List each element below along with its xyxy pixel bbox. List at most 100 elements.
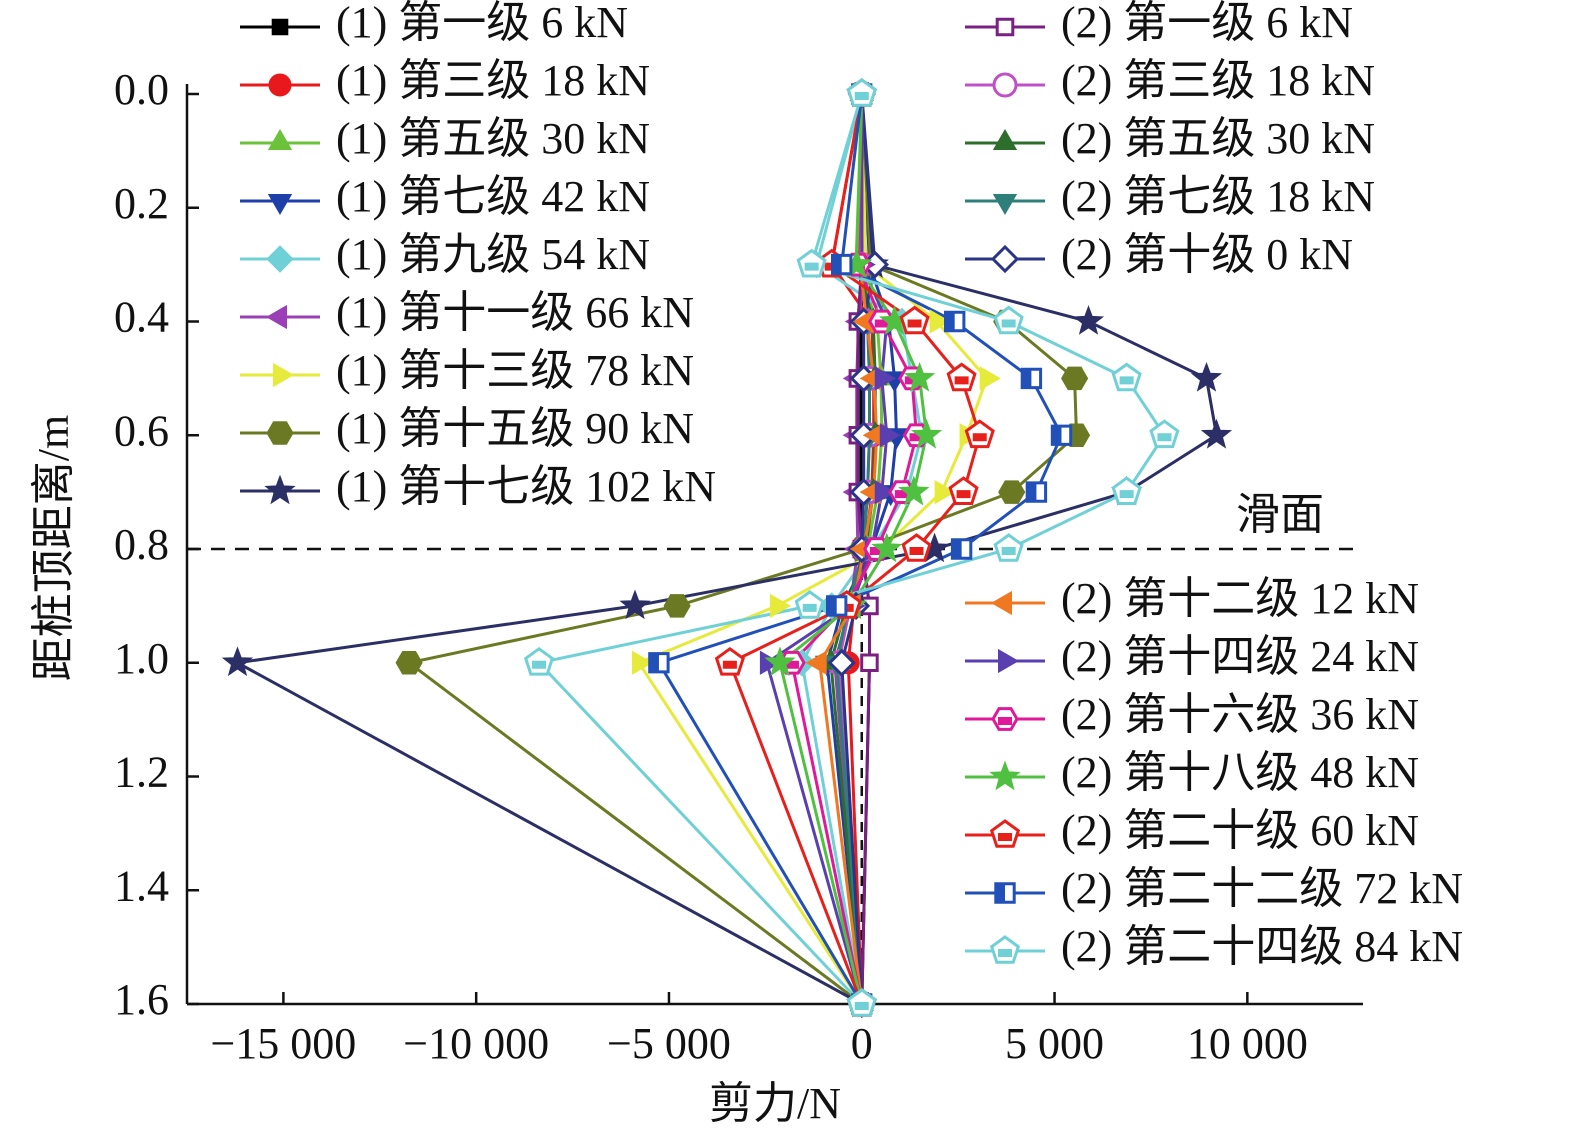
marker-inner [1157,433,1172,442]
y-axis-label: 距桩顶距离/m [29,415,78,681]
y-tick-label: 0.8 [114,520,169,569]
series-line [728,93,982,1005]
marker-shape [267,194,293,215]
marker-shape [903,361,936,392]
marker [1061,366,1089,391]
marker [846,78,877,107]
marker [948,476,979,505]
marker [267,194,293,215]
marker [271,18,289,36]
marker [648,652,670,674]
marker-shape [271,18,289,36]
marker [619,589,651,620]
legend-label: (2) 第七级 18 kN [1061,172,1375,221]
legend-label: (2) 第十二级 12 kN [1061,574,1419,623]
marker-shape [934,480,956,505]
marker-shape [266,304,287,330]
y-tick-label: 0.6 [114,406,169,455]
marker [266,245,294,273]
marker [993,533,1024,562]
x-tick-label: −10 000 [403,1019,549,1068]
marker-shape [879,423,901,448]
marker [1025,481,1048,503]
marker-inner [1119,490,1134,499]
marker [992,72,1018,98]
legend-label: (2) 第十六级 36 kN [1061,690,1419,739]
marker-inner [904,376,919,385]
marker [273,362,294,388]
marker [796,248,827,278]
marker-shape [395,651,423,675]
marker-inner [722,660,737,669]
marker [1190,361,1223,392]
marker [964,419,995,449]
x-axis-label: 剪力/N [709,1079,841,1128]
legend-label: (1) 第十七级 102 kN [336,462,716,511]
marker-shape [989,760,1021,791]
marker [991,707,1019,731]
marker-inner [874,319,889,328]
marker [1111,476,1142,505]
marker-inner [996,884,1005,902]
marker-inner [956,490,971,499]
marker [990,244,1020,274]
y-tick-label: 1.0 [114,634,169,683]
marker [989,935,1021,964]
marker-shape [273,362,294,388]
x-tick-label: −15 000 [210,1019,356,1068]
legend-label: (1) 第五级 30 kN [336,114,650,163]
marker-inner [804,262,819,271]
legend-label: (2) 第五级 30 kN [1061,114,1375,163]
series-line [790,93,919,1005]
marker-shape [1072,305,1105,335]
series-line [536,93,1167,1006]
legend-label: (2) 第十级 0 kN [1061,230,1353,279]
series-line [405,93,1079,1006]
marker-shape [1190,361,1223,392]
marker [266,421,294,445]
marker [860,653,879,672]
marker-shape [874,366,896,391]
marker [631,650,653,675]
marker-shape [805,650,827,675]
marker [769,593,791,618]
legend-label: (2) 第二十四级 84 kN [1061,922,1463,971]
y-tick-label: 0.0 [114,65,169,114]
marker [993,305,1024,335]
legend-label: (1) 第九级 54 kN [336,230,650,279]
marker-shape [992,194,1018,215]
marker-shape [1061,366,1089,391]
marker-inner [945,312,955,331]
marker [1050,424,1073,446]
marker-shape [619,589,651,620]
legend-label: (1) 第十三级 78 kN [336,346,694,395]
marker [523,646,555,676]
marker [268,73,292,97]
marker [998,648,1019,674]
marker-shape [769,593,791,618]
marker-inner [998,833,1012,841]
marker-inner [972,433,987,442]
marker [992,194,1018,215]
marker-shape [992,129,1018,150]
marker [663,594,691,618]
x-tick-label: −5 000 [607,1019,731,1068]
marker [1020,367,1043,390]
marker-inner [832,255,842,274]
legend-label: (2) 第一级 6 kN [1061,0,1353,47]
marker-inner [998,949,1012,957]
series-line [825,93,899,1005]
marker [979,366,1001,391]
marker [221,646,254,677]
marker-inner [854,1002,869,1010]
marker-shape [992,72,1018,98]
slip-label: 滑面 [1236,490,1324,539]
marker [994,882,1016,904]
marker [899,305,930,335]
marker [879,423,901,448]
marker-inner [784,660,799,669]
marker-shape [267,129,293,150]
marker [989,760,1021,791]
legend-label: (2) 第十四级 24 kN [1061,632,1419,681]
